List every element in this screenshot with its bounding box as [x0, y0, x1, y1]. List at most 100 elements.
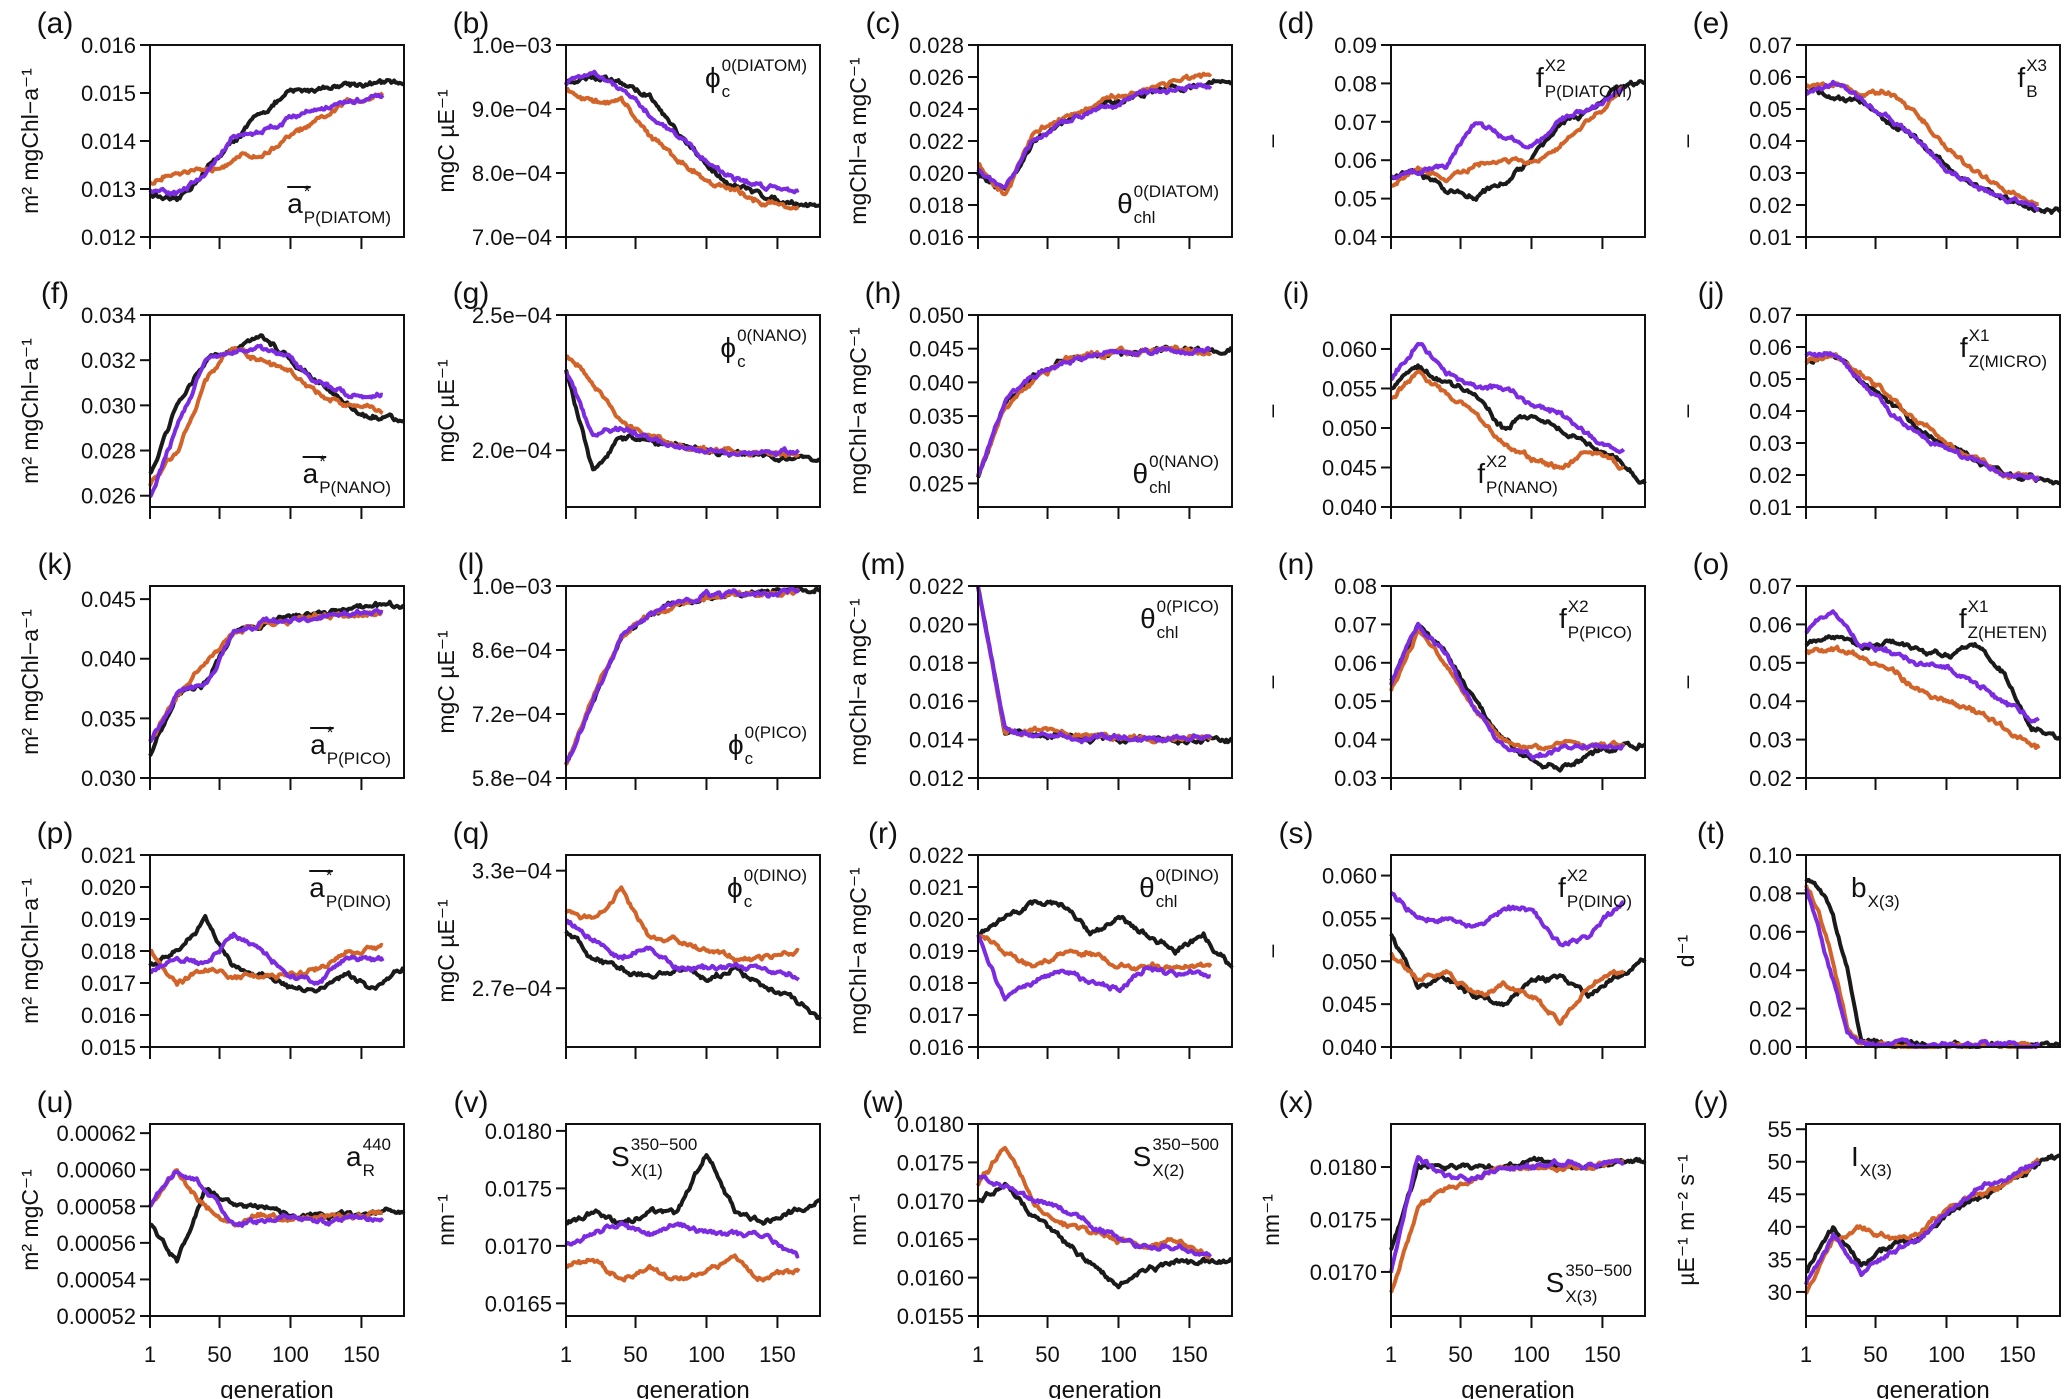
annotation-subscript: c [722, 82, 731, 101]
y-tick-label: 0.03 [1749, 728, 1792, 753]
series-line-purple [1389, 1155, 1625, 1273]
annotation-subscript: X(1) [631, 1161, 663, 1180]
annotation-superscript: 0(PICO) [1157, 597, 1219, 616]
y-tick-label: 0.0175 [897, 1150, 964, 1175]
y-tick-label: 0.060 [1322, 337, 1377, 362]
series-line-black [148, 333, 405, 475]
series-line-purple [1804, 609, 2040, 724]
plot-box [1805, 854, 2061, 1048]
annotation-subscript: P(DIATOM) [304, 208, 391, 227]
series-line-purple [1389, 86, 1625, 181]
annotation-subscript: P(DINO) [1567, 892, 1632, 911]
series-line-purple [1804, 351, 2041, 482]
annotation-subscript: B [2026, 82, 2037, 101]
series-line-purple [977, 1174, 1213, 1257]
annotation-superscript: X1 [1968, 597, 1989, 616]
y-tick-label: 0.060 [1322, 864, 1377, 889]
y-tick-label: 0.018 [909, 651, 964, 676]
x-tick-label: 1 [972, 1342, 984, 1367]
y-tick-label: 0.00056 [56, 1231, 136, 1256]
series-line-purple [1804, 1160, 2040, 1286]
annotation-subscript: c [744, 892, 753, 911]
y-tick-label: 0.04 [1749, 689, 1792, 714]
y-tick-label: 0.022 [909, 129, 964, 154]
y-tick-label: 9.0e−04 [472, 97, 552, 122]
y-tick-label: 0.0170 [1310, 1260, 1377, 1285]
series-line-purple [1389, 621, 1625, 761]
y-tick-label: 0.040 [81, 647, 136, 672]
annotation-subscript: X(3) [1860, 1161, 1892, 1180]
panel-r: (r) 0.016 0.017 0.018 0.019 0.020 0.021 0.022 mg… [845, 817, 1234, 1060]
series-line-purple [1804, 888, 2041, 1049]
y-tick-label: 0.05 [1334, 187, 1377, 212]
y-tick-label: 0.08 [1749, 881, 1792, 906]
y-tick-label: 0.016 [909, 689, 964, 714]
y-tick-label: 0.10 [1749, 843, 1792, 868]
annotation-subscript: chl [1156, 892, 1178, 911]
annotation-main: θ [1117, 188, 1133, 219]
x-tick-label: 150 [343, 1342, 380, 1367]
y-tick-label: 0.07 [1749, 33, 1792, 58]
annotation-subscript: P(DINO) [326, 892, 391, 911]
y-tick-label: 30 [1768, 1280, 1792, 1305]
y-tick-label: 0.05 [1749, 651, 1792, 676]
panel-m: (m) 0.012 0.014 0.016 0.018 0.020 0.022 mgChl−a… [845, 548, 1234, 791]
series-line-purple [564, 370, 801, 458]
x-tick-label: 150 [1999, 1342, 2036, 1367]
series-line-purple [1805, 79, 2040, 213]
panel-annotation: θ 0(DINO) chl [1139, 866, 1219, 911]
annotation-main: θ [1139, 872, 1155, 903]
annotation-subscript: c [745, 749, 754, 768]
series-line-orange [1390, 369, 1625, 471]
annotation-main: a [310, 729, 326, 760]
annotation-main: S [1133, 1141, 1152, 1172]
y-axis-title: mgC µE⁻¹ [433, 89, 459, 193]
x-tick-label: 100 [1928, 1342, 1965, 1367]
y-tick-label: 0.035 [909, 404, 964, 429]
y-tick-label: 0.035 [81, 706, 136, 731]
panel-annotation: f X2 P(DINO) [1558, 866, 1632, 911]
y-tick-label: 0.017 [909, 1003, 964, 1028]
panel-label: (n) [1278, 548, 1315, 581]
panel-label: (d) [1278, 7, 1315, 40]
panel-label: (e) [1693, 7, 1730, 40]
series-line-purple [148, 92, 385, 197]
panel-label: (w) [862, 1086, 904, 1119]
annotation-superscript: * [327, 723, 334, 742]
panel-annotation: θ 0(NANO) chl [1133, 452, 1219, 497]
plot-box [1390, 854, 1646, 1048]
plot-box [1390, 585, 1646, 779]
annotation-main: I [1851, 1141, 1859, 1172]
annotation-subscript: chl [1157, 623, 1179, 642]
panel-label: (l) [458, 548, 485, 581]
plot-box [565, 1123, 821, 1317]
y-tick-label: 0.00 [1749, 1035, 1792, 1060]
panel-annotation: f X1 Z(MICRO) [1960, 326, 2047, 371]
panel-label: (y) [1694, 1086, 1729, 1119]
y-tick-label: 0.040 [1322, 495, 1377, 520]
y-tick-label: 1.0e−03 [472, 574, 552, 599]
y-tick-label: 0.020 [81, 875, 136, 900]
annotation-main: a [303, 458, 319, 489]
x-axis-title: generation [220, 1377, 333, 1399]
series-line-orange [564, 885, 800, 964]
y-axis-title: µE⁻¹ m⁻² s⁻¹ [1673, 1154, 1699, 1286]
series-line-orange [148, 609, 384, 743]
y-tick-label: 0.04 [1334, 728, 1377, 753]
annotation-superscript: X3 [2026, 56, 2047, 75]
plot-box [1390, 314, 1646, 508]
series-line-purple [976, 345, 1212, 477]
x-tick-label: 150 [1584, 1342, 1621, 1367]
series-line-black [1389, 1155, 1647, 1251]
y-tick-label: 0.07 [1334, 110, 1377, 135]
y-axis-title: – [1258, 404, 1284, 417]
annotation-superscript: 350−500 [631, 1135, 698, 1154]
panel-label: (q) [453, 817, 490, 850]
series-line-orange [148, 345, 384, 487]
series-line-black [148, 914, 405, 994]
panel-annotation: f X1 Z(HETEN) [1959, 597, 2047, 642]
annotation-subscript: Z(HETEN) [1968, 623, 2047, 642]
panel-label: (b) [453, 7, 490, 40]
